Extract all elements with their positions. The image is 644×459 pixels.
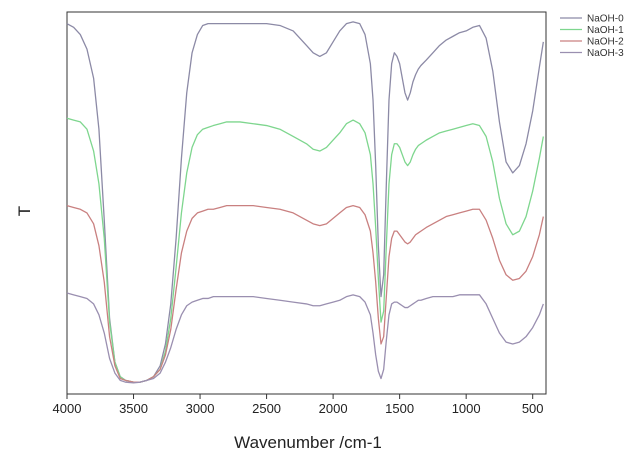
series-line-naoh-3	[66, 292, 544, 384]
x-tick-label: 3500	[119, 401, 148, 416]
x-tick-label: 2000	[319, 401, 348, 416]
y-axis-title: T	[15, 206, 34, 216]
x-tick-label: 4000	[53, 401, 82, 416]
x-axis-title: Wavenumber /cm-1	[234, 433, 382, 452]
series-line-naoh-1	[66, 117, 544, 383]
x-tick-label: 1500	[385, 401, 414, 416]
legend-label-naoh-0: NaOH-0	[587, 14, 624, 25]
legend-label-naoh-1: NaOH-1	[587, 25, 624, 36]
x-tick-label: 500	[522, 401, 544, 416]
series-line-naoh-0	[66, 21, 544, 383]
x-tick-label: 2500	[252, 401, 281, 416]
x-tick-label: 1000	[452, 401, 481, 416]
x-tick-label: 3000	[186, 401, 215, 416]
plot-frame	[66, 11, 547, 395]
x-axis-ticks: 4000 3500 3000 2500 2000 1500 1000 500	[53, 394, 544, 416]
legend-label-naoh-2: NaOH-2	[587, 37, 624, 48]
legend-label-naoh-3: NaOH-3	[587, 48, 624, 59]
series-line-naoh-2	[66, 204, 544, 383]
series-group	[66, 21, 544, 384]
